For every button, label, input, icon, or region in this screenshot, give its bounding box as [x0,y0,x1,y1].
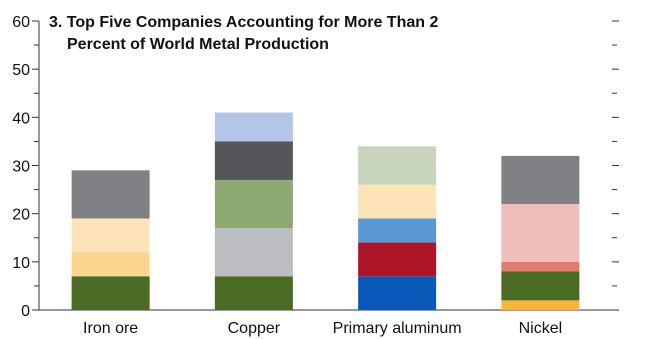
y-tick-label: 0 [21,303,30,320]
bar-segment [358,146,437,185]
bar-segment [214,276,293,310]
bar-segment [501,300,580,310]
bar-segment [214,179,293,229]
bar-segment [214,141,293,180]
x-tick-label: Nickel [519,320,563,337]
chart-title-line-2: Percent of World Metal Production [67,36,329,53]
x-tick-label: Copper [228,320,281,337]
bar-segment [71,252,150,277]
bars [71,112,580,310]
bar-segment [71,276,150,310]
y-tick-label: 60 [12,14,30,31]
bar-segment [501,261,580,272]
x-tick-label: Iron ore [83,320,138,337]
bar-segment [358,184,437,219]
bar-segment [71,170,150,219]
chart-title: 3. Top Five Companies Accounting for Mor… [49,14,438,53]
x-axis-labels: Iron ore Copper Primary aluminum Nickel [83,320,562,337]
chart-title-line-1: 3. Top Five Companies Accounting for Mor… [49,14,438,31]
bar-segment [358,276,437,310]
y-tick-label: 50 [12,62,30,79]
y-tick-label: 30 [12,159,30,176]
bar-segment [214,112,293,142]
bar-segment [358,242,437,277]
y-tick-label: 10 [12,255,30,272]
bar-segment [501,204,580,262]
y-tick-label: 20 [12,207,30,224]
x-tick-label: Primary aluminum [333,320,462,337]
bar-segment [214,228,293,277]
bar-segment [501,271,580,301]
bar-segment [358,218,437,243]
bar-segment [71,218,150,253]
y-tick-label: 40 [12,110,30,127]
bar-segment [501,155,580,205]
